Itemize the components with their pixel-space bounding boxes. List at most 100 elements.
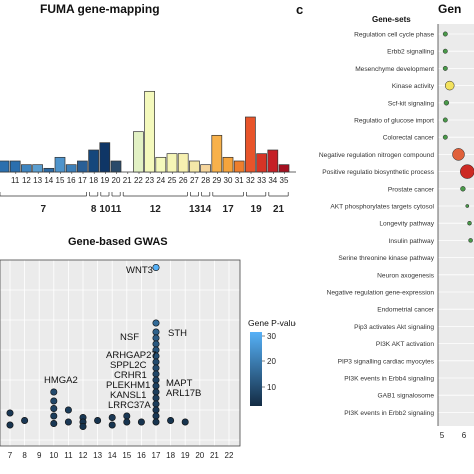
gwas-colorbar-tick-label: 20: [267, 357, 276, 366]
fuma-bar: [278, 164, 290, 173]
gene-set-point: [443, 100, 450, 106]
fuma-bar: [144, 90, 155, 173]
gene-set-label: Mesenchyme development: [355, 66, 434, 73]
fuma-x-tick-label: 25: [168, 176, 177, 185]
gene-set-label: Colorectal cancer: [383, 135, 435, 142]
fuma-x-tick-label: 22: [134, 176, 143, 185]
fuma-bar: [0, 160, 10, 173]
gwas-point: [152, 340, 160, 348]
fuma-group-label: 17: [223, 204, 235, 215]
gwas-point: [152, 388, 160, 396]
gene-set-label: Erbb2 signalling: [387, 49, 434, 56]
fuma-x-tick-label: 18: [89, 176, 98, 185]
gwas-gene-label: SPPL2C: [110, 360, 147, 371]
gene-set-label: Pip3 activates Akt signaling: [354, 324, 434, 331]
gwas-point: [152, 370, 160, 378]
fuma-bar: [267, 149, 279, 173]
gwas-gene-label: LRRC37A: [108, 400, 151, 411]
gwas-gene-label: HMGA2: [44, 375, 78, 386]
gwas-gene-label: NSF: [120, 332, 139, 343]
gwas-gene-label: MAPT: [166, 378, 193, 389]
fuma-bar: [110, 160, 122, 173]
gwas-gene-label: ARL17B: [166, 388, 201, 399]
gene-set-point: [442, 48, 448, 54]
gene-set-label: Scf-kit signaling: [388, 100, 435, 107]
gwas-x-tick-label: 13: [93, 451, 102, 460]
gene-set-label: Regulatio of glucose import: [354, 118, 434, 125]
gene-sets-plot-area: [438, 24, 474, 426]
panel-label-c: c: [296, 2, 304, 17]
fuma-x-tick-label: 12: [22, 176, 31, 185]
gene-set-point: [465, 204, 470, 208]
gene-set-label: Endometrial cancer: [377, 307, 435, 314]
gwas-point: [152, 328, 160, 336]
gwas-point: [152, 418, 160, 426]
fuma-bar: [155, 156, 167, 173]
gene-set-point: [442, 134, 448, 140]
gene-sets-dot-chart: Regulation cell cycle phase Erbb2 signall…: [319, 24, 474, 440]
gene-sets-x-tick-label: 6: [462, 431, 467, 440]
gwas-x-tick-label: 22: [225, 451, 234, 460]
gwas-point: [152, 406, 160, 414]
fuma-x-tick-label: 28: [201, 176, 210, 185]
gwas-point: [152, 412, 160, 420]
gwas-point: [50, 397, 58, 405]
fuma-group-label: 12: [150, 204, 162, 215]
gwas-x-tick-label: 7: [8, 451, 13, 460]
gene-set-point: [442, 31, 448, 37]
gene-set-label: Kinase activity: [392, 83, 435, 90]
fuma-x-tick-label: 33: [257, 176, 266, 185]
gwas-point: [152, 400, 160, 408]
fuma-x-tick-label: 11: [11, 176, 20, 185]
fuma-group-label: 21: [273, 204, 285, 215]
gene-set-label: GAB1 signalosome: [378, 393, 435, 400]
gwas-point: [108, 414, 116, 422]
fuma-x-tick-label: 14: [44, 176, 53, 185]
gwas-point: [50, 388, 58, 396]
gwas-x-tick-label: 16: [137, 451, 146, 460]
gwas-x-tick-label: 19: [181, 451, 190, 460]
gene-set-label: Negative regulation nitrogen compound: [319, 152, 434, 159]
fuma-x-tick-label: 17: [78, 176, 87, 185]
gwas-gene-label: WNT3: [126, 265, 153, 276]
gwas-x-tick-label: 21: [210, 451, 219, 460]
fuma-x-tick-label: 13: [33, 176, 42, 185]
fuma-bar: [32, 164, 43, 173]
gene-set-point: [452, 148, 465, 161]
fuma-bar: [65, 164, 77, 173]
gwas-point: [167, 417, 175, 425]
fuma-bar: [200, 164, 211, 173]
gwas-gene-label: KANSL1: [110, 390, 146, 401]
fuma-x-tick-label: 26: [179, 176, 188, 185]
fuma-bar: [211, 134, 223, 173]
gwas-title: Gene-based GWAS: [68, 236, 168, 248]
gwas-point: [50, 420, 58, 428]
gwas-point: [21, 417, 29, 425]
gwas-gene-label: STH: [168, 328, 187, 339]
gene-set-point: [442, 65, 448, 71]
fuma-bar: [77, 160, 88, 173]
gene-set-label: AKT phosphorylates targets cytosol: [330, 204, 434, 211]
fuma-group-label: 10: [99, 204, 111, 215]
gwas-point: [152, 382, 160, 390]
gene-set-label: Negative regulation gene-expression: [327, 290, 435, 297]
gene-set-label: Prostate cancer: [388, 186, 435, 193]
gwas-point: [123, 418, 131, 426]
fuma-bar: [189, 160, 200, 173]
gwas-x-tick-label: 9: [37, 451, 42, 460]
fuma-x-tick-label: 24: [156, 176, 165, 185]
fuma-bar-chart: 11 12 13 14 15 16 17 18 19 20 21 22 23 24 25 26 27 28 29 30…: [0, 90, 296, 215]
gene-set-point: [442, 117, 448, 123]
gwas-scatter-chart: 7 8 9 10 11 12 13 14 15 16 17 18 19 20 21 22 WNT3 STH NSF A…: [0, 259, 296, 460]
gwas-x-tick-label: 17: [152, 451, 161, 460]
gwas-point: [181, 418, 189, 426]
gwas-x-tick-label: 10: [49, 451, 58, 460]
gene-set-label: PIP3 signalling cardiac myocytes: [338, 358, 435, 365]
fuma-x-tick-label: 27: [190, 176, 199, 185]
fuma-x-tick-label: 15: [56, 176, 65, 185]
fuma-bar: [43, 167, 55, 173]
gene-set-label: Positive regulatio biosynthetic process: [322, 169, 434, 176]
fuma-x-tick-label: 23: [145, 176, 154, 185]
gwas-colorbar-tick-label: 10: [267, 383, 276, 392]
fuma-bar: [222, 156, 234, 173]
